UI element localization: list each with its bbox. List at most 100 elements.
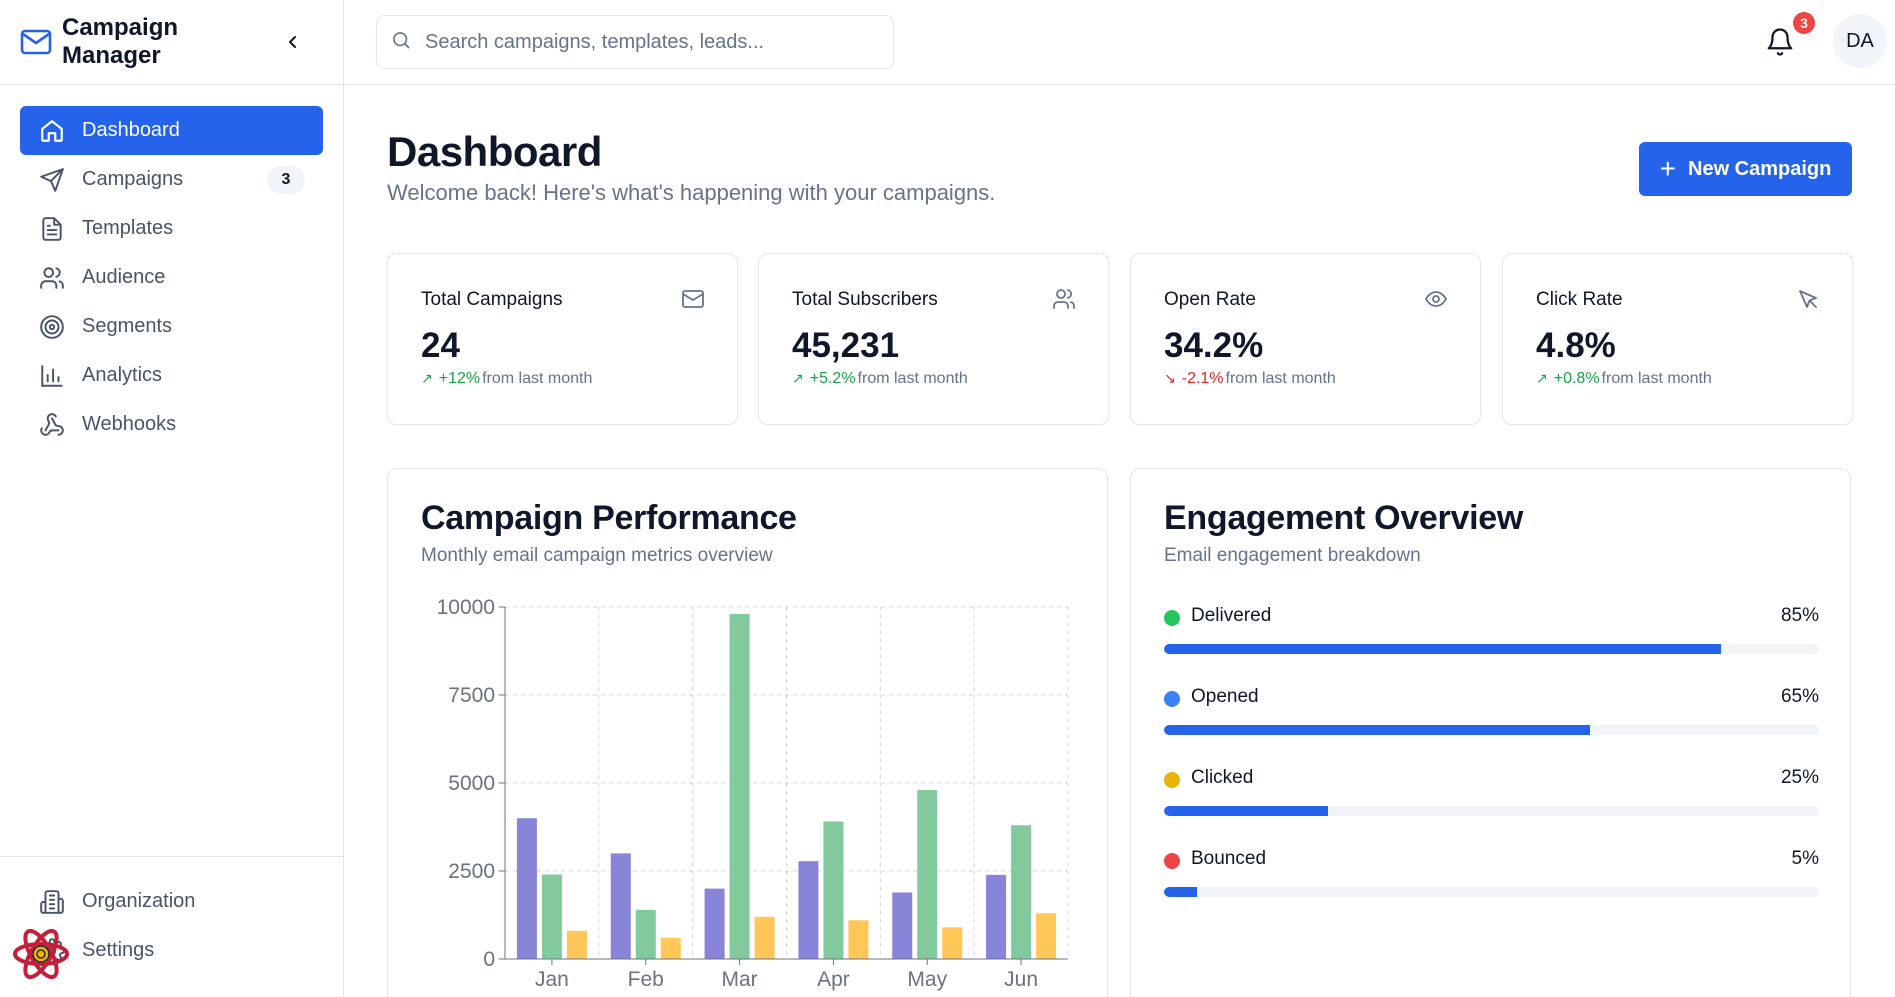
stat-suffix: from last month [1225,370,1336,387]
y-tick-label: 0 [483,948,495,971]
sidebar-item-label: Webhooks [82,413,177,435]
home-icon [38,117,66,145]
building-icon [38,888,66,916]
stat-card-total-campaigns: Total Campaigns 24 ↗ +12% from last mont… [387,253,738,425]
x-tick-label: Jun [1004,968,1038,991]
stat-label: Total Subscribers [792,289,938,310]
engagement-row-bounced: Bounced 5% [1164,844,1819,914]
notifications-bell-icon[interactable] [1765,26,1797,58]
stat-change: ↗ +0.8% from last month [1536,370,1712,388]
brand: Campaign Manager [0,0,343,85]
stat-suffix: from last month [482,370,593,387]
engagement-percent: 5% [1791,848,1819,869]
campaign-performance-chart: 0 2500 5000 7500 10000 Jan Feb Mar Apr May Jun [437,596,1069,991]
x-tick-label: Mar [721,968,757,991]
search-icon [391,30,411,55]
bar [541,874,562,959]
sidebar-item-organization[interactable]: Organization [20,877,323,926]
sidebar: Campaign Manager Dashboard Campaigns 3 T… [0,0,344,997]
stat-value: 4.8% [1536,326,1616,365]
top-header: 3 DA [345,0,1895,85]
stat-value: 24 [421,326,460,365]
sidebar-item-segments[interactable]: Segments [20,302,323,351]
progress-track [1164,644,1819,654]
sidebar-item-analytics[interactable]: Analytics [20,351,323,400]
sidebar-item-templates[interactable]: Templates [20,204,323,253]
search-box[interactable] [376,15,894,69]
progress-track [1164,806,1819,816]
y-tick-label: 2500 [448,860,495,883]
sidebar-item-audience[interactable]: Audience [20,253,323,302]
bar [798,861,819,959]
panel-title: Campaign Performance [421,499,797,537]
sidebar-item-label: Segments [82,315,173,337]
user-avatar[interactable]: DA [1833,14,1887,68]
sidebar-item-label: Templates [82,217,174,239]
page-subtitle: Welcome back! Here's what's happening wi… [387,180,996,205]
engagement-row-clicked: Clicked 25% [1164,763,1819,833]
stat-label: Click Rate [1536,289,1623,310]
bar [986,874,1007,959]
engagement-label: Bounced [1191,848,1267,869]
sidebar-nav: Dashboard Campaigns 3 Templates Audience [0,85,343,449]
bar [848,920,869,959]
bar [1011,825,1032,959]
panel-subtitle: Email engagement breakdown [1164,545,1421,566]
engagement-row-opened: Opened 65% [1164,682,1819,752]
y-tick-label: 7500 [448,684,495,707]
sidebar-item-dashboard[interactable]: Dashboard [20,106,323,155]
stat-suffix: from last month [857,370,968,387]
campaigns-count-badge: 3 [267,165,305,194]
bar [660,937,681,959]
engagement-percent: 25% [1780,767,1819,788]
sidebar-item-label: Analytics [82,364,163,386]
sidebar-item-webhooks[interactable]: Webhooks [20,400,323,449]
sidebar-item-campaigns[interactable]: Campaigns 3 [20,155,323,204]
stat-change: ↗ +5.2% from last month [792,370,968,388]
bar [704,888,725,959]
engagement-label: Delivered [1191,605,1272,626]
stat-label: Total Campaigns [421,289,563,310]
trend-up-icon: ↗ [1536,370,1548,386]
bar [1036,913,1057,959]
new-campaign-label: New Campaign [1688,157,1832,180]
plus-icon: + [1659,153,1676,184]
engagement-overview-panel: Engagement Overview Email engagement bre… [1130,468,1851,997]
sidebar-item-label: Campaigns [82,168,184,190]
new-campaign-button[interactable]: + New Campaign [1639,142,1852,196]
panel-title: Engagement Overview [1164,499,1523,537]
x-tick-label: Apr [817,968,850,991]
stat-delta: +12% [438,370,481,387]
status-dot [1164,691,1180,707]
search-input[interactable] [425,30,865,54]
bar [917,790,938,959]
bar [754,916,775,959]
y-tick-label: 5000 [448,772,495,795]
status-dot [1164,853,1180,869]
sidebar-item-label: Dashboard [82,119,180,141]
trend-up-icon: ↗ [792,370,804,386]
bar [516,818,537,959]
file-text-icon [38,215,66,243]
bar [610,853,631,959]
collapse-sidebar-button[interactable] [280,28,308,56]
sidebar-item-label: Organization [82,890,196,912]
users-icon [38,264,66,292]
panel-subtitle: Monthly email campaign metrics overview [421,545,773,566]
mail-icon [20,26,52,58]
campaign-performance-panel: Campaign Performance Monthly email campa… [387,468,1108,997]
sidebar-item-label: Audience [82,266,166,288]
engagement-label: Opened [1191,686,1259,707]
x-tick-label: Jan [535,968,569,991]
engagement-label: Clicked [1191,767,1254,788]
target-icon [38,313,66,341]
x-tick-label: Feb [628,968,664,991]
bar [729,614,750,959]
bar [635,909,656,959]
trend-up-icon: ↗ [421,370,433,386]
engagement-percent: 65% [1780,686,1819,707]
send-icon [38,166,66,194]
mail-icon [681,287,705,311]
stat-label: Open Rate [1164,289,1256,310]
react-devtools-icon[interactable] [12,928,70,980]
